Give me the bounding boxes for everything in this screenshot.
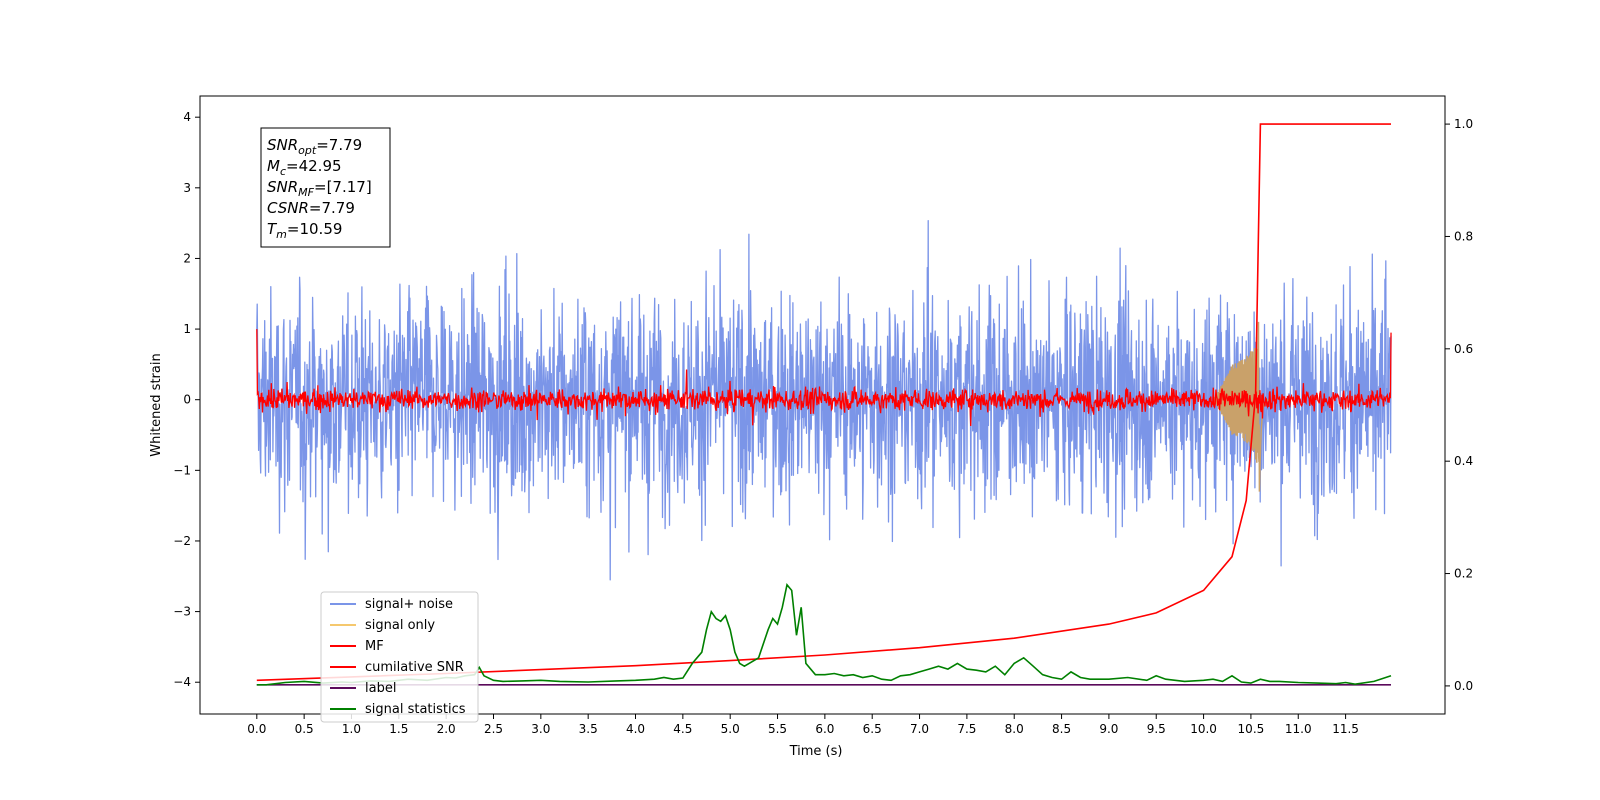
legend-label: label [365,681,396,696]
x-tick-label: 10.5 [1238,722,1265,736]
y-tick-label: 2 [183,251,191,265]
x-tick-label: 8.0 [1005,722,1024,736]
y-tick-label: 0 [183,393,191,407]
legend-label: MF [365,639,384,654]
x-tick-label: 3.5 [579,722,598,736]
legend-label: cumilative SNR [365,660,464,675]
annotation-box: SNRopt=7.79Mc=42.95SNRMF=[7.17]CSNR=7.79… [260,127,391,248]
y-tick-label: −1 [173,463,191,477]
x-tick-label: 5.0 [721,722,740,736]
y-tick-label: 3 [183,181,191,195]
annotation-frame [260,127,391,248]
x-tick-label: 3.0 [531,722,550,736]
axes: 0.0 0.5 1.0 1.5 2.0 2.5 3.0 3.5 4.0 4.5 5.0 5.5 6.0 6… [173,110,1473,736]
y-tick-label: −3 [173,605,191,619]
x-tick-label: 4.5 [673,722,692,736]
annotation-line: Tm=10.59 [267,220,342,241]
series-signal-only [1212,321,1271,492]
x-tick-label: 9.0 [1099,722,1118,736]
x-tick-label: 2.5 [484,722,503,736]
y-tick-label: −4 [173,675,191,689]
y-tick-label: −2 [173,534,191,548]
y2-tick-label: 0.0 [1454,679,1473,693]
x-tick-label: 11.0 [1285,722,1312,736]
annotation-line: SNRMF=[7.17] [267,178,372,199]
annotation-line: Mc=42.95 [267,157,342,178]
y-tick-label: 4 [183,110,191,124]
x-tick-label: 4.0 [626,722,645,736]
x-tick-label: 11.5 [1332,722,1359,736]
y2-tick-label: 0.2 [1454,567,1473,581]
x-tick-label: 2.0 [437,722,456,736]
plot-area [256,123,1392,686]
series-cumulative-snr [256,123,1391,682]
x-tick-label: 0.5 [295,722,314,736]
x-tick-label: 9.5 [1147,722,1166,736]
x-tick-label: 10.0 [1190,722,1217,736]
x-tick-label: 7.5 [957,722,976,736]
y2-tick-label: 0.6 [1454,342,1473,356]
legend-label: signal statistics [365,702,466,717]
legend: signal+ noise signal only MF cumilative SNR… [320,591,479,723]
x-tick-label: 8.5 [1052,722,1071,736]
x-tick-label: 5.5 [768,722,787,736]
y2-tick-label: 0.4 [1454,454,1473,468]
series-signal-noise [256,220,1392,581]
x-tick-label: 1.0 [342,722,361,736]
x-tick-label: 0.0 [247,722,266,736]
annotation-line: SNRopt=7.79 [267,136,362,157]
annotation-line: CSNR=7.79 [267,199,355,217]
series-mf [256,329,1392,427]
x-axis-label: Time (s) [789,744,843,759]
x-tick-label: 7.0 [910,722,929,736]
series-signal-statistics [256,583,1392,686]
y-axis-label: Whitened strain [149,353,164,456]
x-tick-label: 1.5 [389,722,408,736]
y2-tick-label: 1.0 [1454,117,1473,131]
y-tick-label: 1 [183,322,191,336]
plot-frame [199,95,1446,715]
y2-tick-label: 0.8 [1454,229,1473,243]
legend-label: signal+ noise [365,597,453,612]
legend-label: signal only [365,618,435,633]
x-tick-label: 6.0 [815,722,834,736]
x-tick-label: 6.5 [863,722,882,736]
legend-frame [320,591,479,723]
